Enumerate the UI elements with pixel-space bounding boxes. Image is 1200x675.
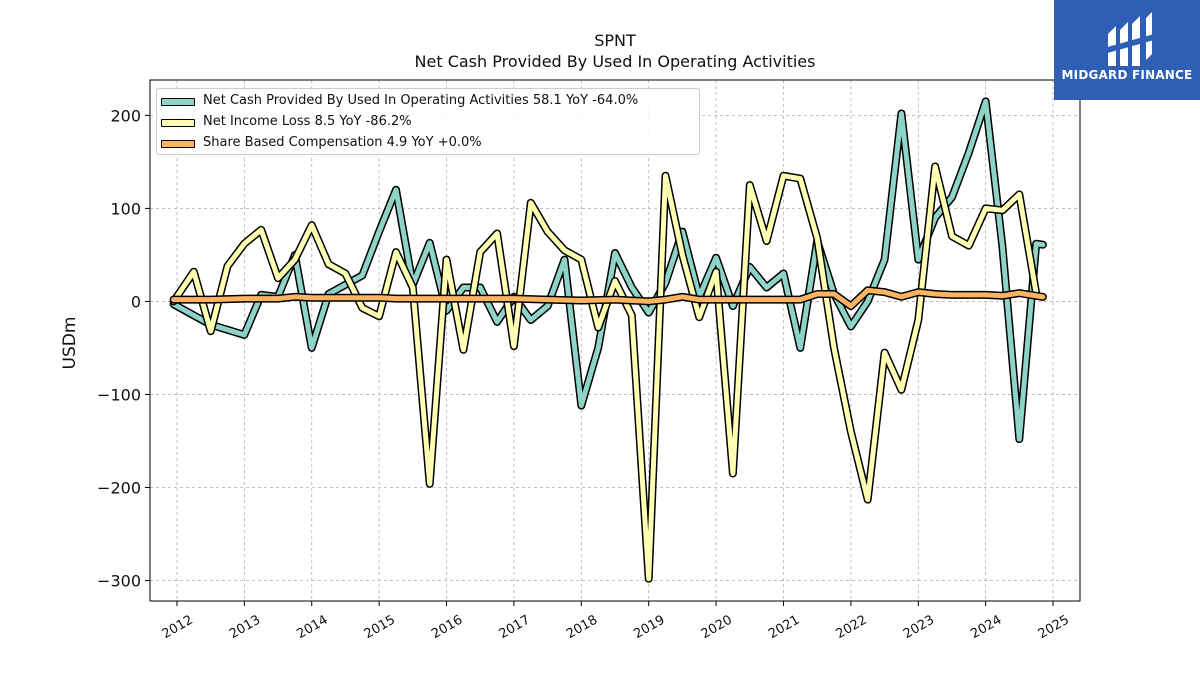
x-axis-ticks: 2012 2013 2014 2015 2016 2017 2018 2019 2020 2021… [160,601,1072,642]
x-tick-label: 2014 [294,613,330,643]
legend-label: Share Based Compensation 4.9 YoY +0.0% [203,135,482,150]
series-lines [169,97,1047,583]
y-tick-label: −200 [97,478,141,497]
x-tick-label: 2012 [160,613,196,643]
chart-title: SPNT [594,31,636,50]
plot-frame [149,79,1081,602]
legend: Net Cash Provided By Used In Operating A… [156,88,700,155]
x-tick-label: 2018 [564,613,600,643]
x-tick-label: 2022 [834,613,870,643]
x-tick-label: 2016 [429,613,465,643]
legend-swatch-net-cash [161,98,195,106]
y-tick-label: −100 [97,385,141,404]
logo-mark-icon [1104,12,1154,66]
logo-text: MIDGARD FINANCE [1061,68,1193,82]
y-tick-label: 0 [131,292,141,311]
x-tick-label: 2017 [497,613,533,643]
x-tick-label: 2024 [968,613,1004,643]
y-tick-label: 200 [110,106,141,125]
grid [150,80,1080,601]
x-tick-label: 2019 [631,613,667,643]
y-tick-label: 100 [110,199,141,218]
x-tick-label: 2015 [362,613,398,643]
series-line-net-income [171,164,1039,582]
series-line-share-comp [171,287,1046,309]
x-tick-label: 2021 [766,613,802,643]
legend-label: Net Cash Provided By Used In Operating A… [203,93,639,108]
chart-subtitle: Net Cash Provided By Used In Operating A… [414,52,816,71]
midgard-finance-logo: MIDGARD FINANCE [1054,0,1200,100]
y-axis-ticks: 200 100 0 −100 −200 −300 [97,106,150,591]
legend-swatch-share-comp [161,140,195,148]
x-tick-label: 2013 [227,613,263,643]
x-tick-label: 2025 [1036,613,1072,643]
y-tick-label: −300 [97,572,141,591]
legend-swatch-net-income [161,119,195,127]
x-tick-label: 2020 [699,613,735,643]
x-tick-label: 2023 [901,613,937,643]
y-axis-label: USDm [60,317,80,370]
legend-label: Net Income Loss 8.5 YoY -86.2% [203,114,412,129]
